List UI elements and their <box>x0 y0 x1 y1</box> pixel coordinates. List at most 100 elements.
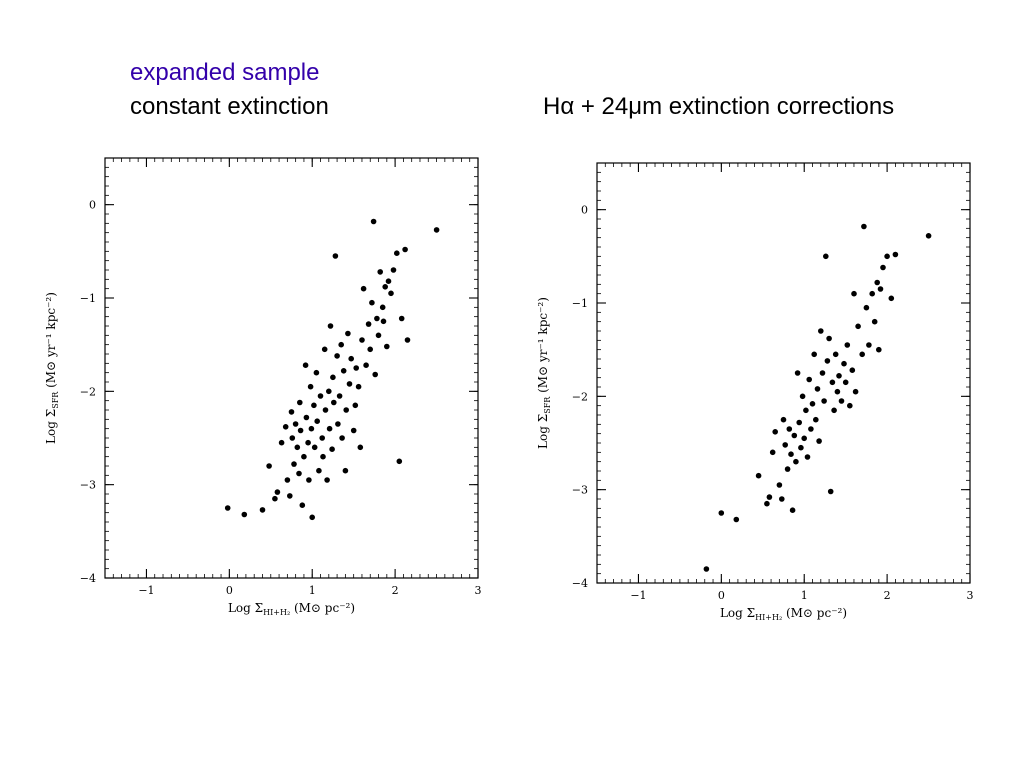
right-data-point <box>816 438 822 444</box>
left-data-point <box>336 393 343 399</box>
right-data-point <box>798 444 804 451</box>
right-data-point <box>779 496 785 502</box>
left-data-point <box>334 353 340 359</box>
right-data-point <box>786 426 793 432</box>
right-data-point <box>861 223 867 230</box>
right-data-point <box>806 376 812 383</box>
left-data-point <box>308 425 315 432</box>
left-data-point <box>309 514 316 521</box>
right-data-point <box>866 342 872 348</box>
right-data-point <box>834 388 841 395</box>
right-data-point <box>764 500 770 507</box>
left-data-point <box>301 453 307 460</box>
left-data-point <box>388 290 394 297</box>
left-data-point <box>398 315 405 322</box>
left-data-point <box>320 453 326 460</box>
left-data-point <box>317 393 324 399</box>
left-data-point <box>299 502 306 509</box>
left-data-point <box>394 250 400 256</box>
left-data-point <box>433 227 440 233</box>
right-y-tick-label: −4 <box>572 577 588 590</box>
right-data-point <box>877 286 884 292</box>
right-data-point <box>863 304 870 311</box>
right-data-point <box>832 351 839 358</box>
left-data-point <box>294 444 301 451</box>
left-data-point <box>374 315 380 322</box>
right-y-tick-label: −1 <box>572 297 588 310</box>
left-data-point <box>355 383 362 390</box>
left-data-point <box>259 507 266 513</box>
left-y-tick-label: −3 <box>80 479 96 492</box>
left-data-point <box>385 278 392 285</box>
right-data-point <box>793 458 799 465</box>
right-y-tick-label: 0 <box>581 204 588 217</box>
right-data-point <box>852 388 859 395</box>
left-data-point <box>404 337 411 343</box>
left-data-point <box>274 489 281 495</box>
left-y-axis-label: Log ΣSFR (M⊙ yr⁻¹ kpc⁻²) <box>44 292 60 444</box>
left-data-point <box>266 463 272 469</box>
right-data-point <box>780 416 787 423</box>
right-data-point <box>851 290 857 297</box>
left-data-point <box>329 446 335 453</box>
left-data-point <box>343 407 350 413</box>
right-data-point <box>791 432 798 439</box>
right-data-point <box>844 342 851 348</box>
left-data-point <box>346 381 353 387</box>
left-data-point <box>359 337 365 343</box>
right-data-point <box>799 393 806 400</box>
right-x-tick-label: 2 <box>884 589 891 602</box>
left-data-point <box>278 439 285 446</box>
right-data-point <box>803 407 809 414</box>
left-data-point <box>287 493 293 499</box>
right-data-point <box>819 370 826 376</box>
left-data-point <box>342 467 349 474</box>
left-data-point <box>330 374 336 381</box>
right-data-point <box>880 264 886 271</box>
right-data-point <box>836 373 842 379</box>
right-x-axis-label: Log ΣHI+H₂ (M⊙ pc⁻²) <box>720 606 847 622</box>
left-data-point <box>350 427 357 434</box>
left-data-point <box>224 505 231 511</box>
right-data-point <box>847 402 853 409</box>
left-x-tick-label: 2 <box>392 584 399 597</box>
left-data-point <box>292 421 299 427</box>
right-data-point <box>874 279 880 286</box>
right-plot-frame <box>596 162 971 584</box>
left-x-tick-label: −1 <box>138 584 154 597</box>
left-data-point <box>353 365 360 371</box>
right-y-axis-label: Log ΣSFR (M⊙ yr⁻¹ kpc⁻²) <box>536 297 552 449</box>
right-data-point <box>855 323 861 330</box>
right-data-point <box>892 251 899 258</box>
left-data-point <box>372 371 379 378</box>
left-data-point <box>307 383 314 390</box>
left-data-point <box>332 253 339 259</box>
right-data-point <box>772 429 778 435</box>
left-plot-frame <box>104 157 479 579</box>
right-data-point <box>782 442 788 448</box>
right-data-point <box>818 328 824 334</box>
left-data-point <box>311 402 317 409</box>
right-data-point <box>769 449 776 456</box>
left-data-point <box>348 355 355 362</box>
left-data-point <box>339 435 345 441</box>
left-data-point <box>345 330 351 337</box>
left-data-point <box>305 439 311 446</box>
right-data-point <box>796 419 802 426</box>
left-data-point <box>289 435 296 441</box>
left-data-point <box>379 304 386 311</box>
left-data-point <box>322 407 329 413</box>
right-data-point <box>925 233 932 239</box>
left-data-point <box>326 425 333 432</box>
left-data-point <box>402 246 408 253</box>
right-data-point <box>703 566 710 572</box>
right-data-point <box>718 510 725 516</box>
right-data-point <box>829 379 836 386</box>
right-data-point <box>823 253 829 260</box>
right-data-point <box>838 398 845 404</box>
left-data-point <box>357 444 364 451</box>
right-data-point <box>788 451 794 458</box>
left-data-point <box>282 424 289 430</box>
left-data-point <box>288 409 295 415</box>
